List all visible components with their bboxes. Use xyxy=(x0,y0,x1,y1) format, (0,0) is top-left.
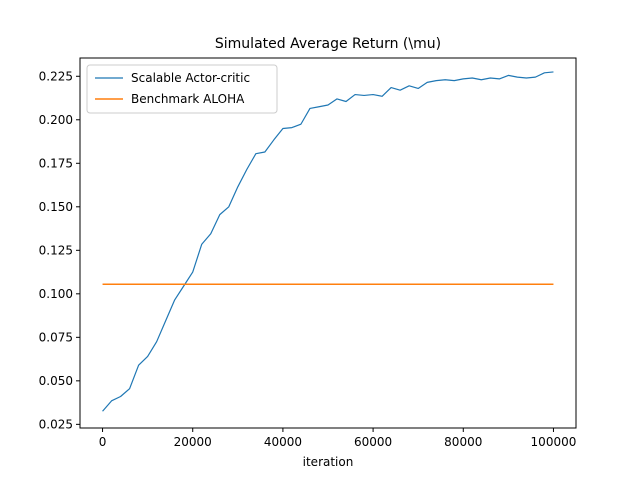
y-tick-label: 0.175 xyxy=(39,156,73,170)
axes-frame xyxy=(79,57,577,429)
series-layer xyxy=(102,71,554,412)
x-axis-label: iteration xyxy=(303,455,354,469)
legend-box xyxy=(86,64,278,114)
y-tick-label: 0.100 xyxy=(39,287,73,301)
legend-label-1: Scalable Actor-critic xyxy=(131,71,250,85)
y-tick-label: 0.150 xyxy=(39,200,73,214)
y-tick-label: 0.125 xyxy=(39,243,73,257)
x-tick-label: 20000 xyxy=(174,435,212,449)
legend-label-2: Benchmark ALOHA xyxy=(131,92,245,106)
x-axis: 0 20000 40000 60000 80000 100000 xyxy=(99,428,577,449)
legend: Scalable Actor-critic Benchmark ALOHA xyxy=(86,64,278,114)
x-tick-label: 100000 xyxy=(531,435,577,449)
series-line-1 xyxy=(102,71,554,412)
y-axis: 0.025 0.050 0.075 0.100 0.125 0.150 0.175 0.200… xyxy=(39,69,80,431)
y-tick-label: 0.225 xyxy=(39,69,73,83)
y-tick-label: 0.050 xyxy=(39,374,73,388)
x-tick-label: 0 xyxy=(99,435,107,449)
x-tick-label: 60000 xyxy=(354,435,392,449)
x-tick-label: 80000 xyxy=(444,435,482,449)
x-tick-label: 40000 xyxy=(264,435,302,449)
chart-title: Simulated Average Return (\mu) xyxy=(215,36,441,52)
y-tick-label: 0.025 xyxy=(39,417,73,431)
y-tick-label: 0.075 xyxy=(39,330,73,344)
y-tick-label: 0.200 xyxy=(39,113,73,127)
